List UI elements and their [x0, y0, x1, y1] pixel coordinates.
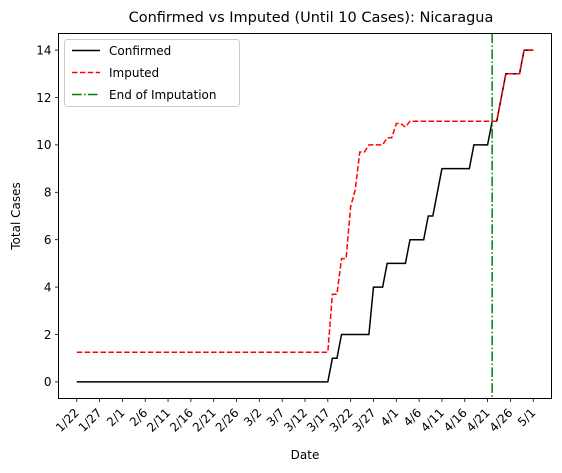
x-tick-label: 2/26	[213, 406, 242, 435]
y-tick-label: 2	[44, 328, 52, 342]
y-axis-label: Total Cases	[9, 182, 23, 250]
y-tick-label: 4	[44, 280, 52, 294]
legend-entry-label: End of Imputation	[109, 88, 217, 102]
x-tick-label: 5/1	[515, 406, 539, 430]
x-tick-label: 2/1	[104, 406, 128, 430]
x-tick-label: 4/21	[464, 406, 493, 435]
legend: Confirmed Imputed End of Imputation	[64, 39, 240, 107]
x-tick-label: 1/22	[53, 406, 82, 435]
y-axis: 0 2 4 6 8 10 12 14	[36, 43, 59, 389]
x-axis: 1/221/27 2/1 2/62/112/162/212/26 3/2 3/73/12…	[53, 398, 539, 435]
x-tick-label: 4/1	[378, 406, 402, 430]
chart-title: Confirmed vs Imputed (Until 10 Cases): N…	[129, 10, 494, 26]
legend-box	[64, 39, 240, 107]
y-tick-label: 12	[36, 91, 51, 105]
x-tick-label: 4/11	[418, 406, 447, 435]
x-tick-label: 3/22	[327, 406, 356, 435]
series-line-imputed	[76, 49, 534, 354]
x-tick-label: 2/11	[144, 406, 173, 435]
x-tick-label: 4/16	[441, 406, 470, 435]
legend-entry-label: Confirmed	[109, 44, 171, 58]
plot-area	[76, 33, 534, 399]
x-tick-label: 2/21	[190, 406, 219, 435]
y-tick-label: 10	[36, 138, 51, 152]
legend-entry-label: Imputed	[109, 66, 159, 80]
x-tick-label: 4/26	[487, 406, 516, 435]
y-tick-label: 0	[44, 375, 52, 389]
y-tick-label: 8	[44, 186, 52, 200]
y-tick-label: 6	[44, 233, 52, 247]
x-axis-label: Date	[291, 448, 320, 462]
x-tick-label: 3/17	[304, 406, 333, 435]
x-tick-label: 2/16	[167, 406, 196, 435]
y-tick-label: 14	[36, 43, 51, 57]
x-tick-label: 3/2	[241, 406, 265, 430]
x-tick-label: 3/27	[350, 406, 379, 435]
x-tick-label: 3/12	[281, 406, 310, 435]
x-tick-label: 1/27	[76, 406, 105, 435]
